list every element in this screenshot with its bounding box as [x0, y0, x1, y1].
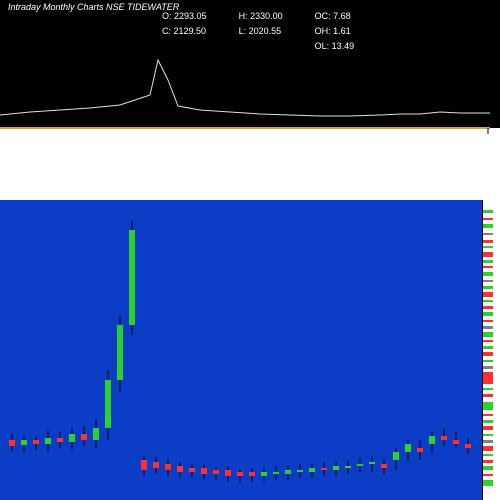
- volume-bar: [483, 388, 493, 390]
- volume-bar: [483, 474, 493, 476]
- volume-bar: [483, 312, 493, 316]
- volume-bar: [483, 460, 493, 463]
- volume-bar: [483, 320, 493, 322]
- volume-bar: [483, 340, 493, 342]
- volume-bar: [483, 402, 493, 410]
- volume-bar: [483, 292, 493, 297]
- volume-bar: [483, 360, 493, 362]
- volume-bar: [483, 434, 493, 436]
- volume-bar: [483, 366, 493, 369]
- volume-bar: [483, 440, 493, 443]
- volume-bar: [483, 233, 493, 235]
- volume-bar: [483, 414, 493, 416]
- volume-bar: [483, 352, 493, 356]
- volume-bar: [483, 252, 493, 257]
- volume-bar: [483, 218, 493, 220]
- volume-bar: [483, 224, 493, 228]
- line-chart-svg: [0, 0, 500, 200]
- volume-bar: [483, 272, 493, 276]
- volume-bar: [483, 372, 493, 384]
- bottom-panel: [0, 200, 500, 500]
- volume-bar: [483, 266, 493, 268]
- volume-bar: [483, 246, 493, 248]
- volume-bar: [483, 480, 493, 486]
- volume-bar: [483, 420, 493, 423]
- volume-bar: [483, 306, 493, 309]
- volume-bar: [483, 286, 493, 289]
- volume-bar: [483, 446, 493, 451]
- volume-bar: [483, 280, 493, 282]
- volume-bar: [483, 260, 493, 263]
- axis-tick-label: 3: [491, 138, 496, 148]
- candlestick-chart-svg: [0, 200, 480, 500]
- volume-bar: [483, 394, 493, 397]
- volume-bar: [483, 346, 493, 349]
- volume-profile-panel: [482, 200, 500, 500]
- volume-bar: [483, 300, 493, 302]
- volume-bar: [483, 466, 493, 470]
- top-panel: Intraday Monthly Charts NSE TIDEWATER O:…: [0, 0, 500, 200]
- volume-bar: [483, 454, 493, 456]
- chart-container: Intraday Monthly Charts NSE TIDEWATER O:…: [0, 0, 500, 500]
- volume-bar: [483, 426, 493, 430]
- volume-bar: [483, 332, 493, 337]
- volume-bar: [483, 210, 493, 213]
- volume-bar: [483, 326, 493, 329]
- volume-bar: [483, 240, 493, 243]
